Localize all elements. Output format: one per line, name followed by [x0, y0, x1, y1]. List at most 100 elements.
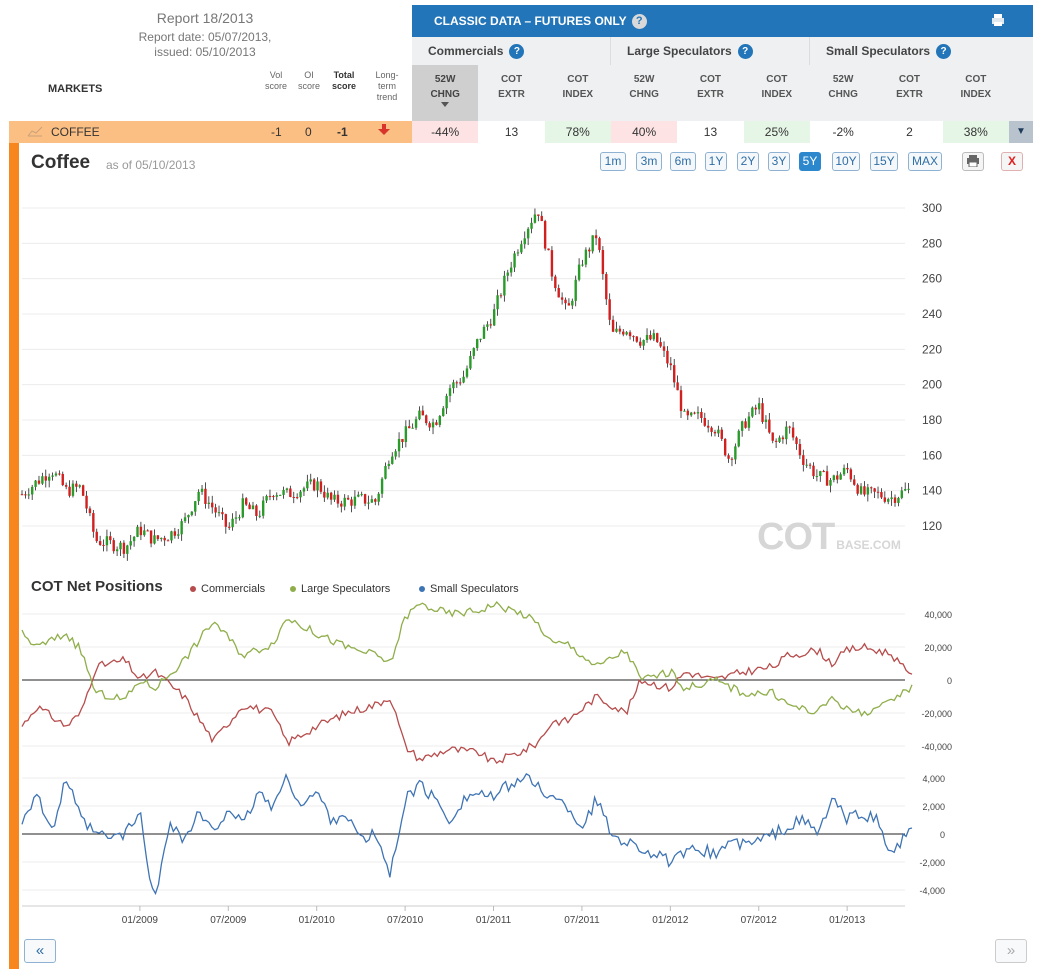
candle-body	[540, 215, 543, 222]
candle-body	[459, 382, 462, 384]
range-button-1m[interactable]: 1m	[600, 152, 626, 171]
prev-button[interactable]: «	[24, 939, 56, 963]
candle-body	[907, 488, 910, 490]
candle-body	[605, 274, 608, 300]
candle-body	[350, 499, 353, 506]
candle-body	[153, 535, 156, 544]
candle-body	[611, 319, 615, 332]
next-button[interactable]: »	[995, 939, 1027, 963]
candle-body	[635, 336, 639, 342]
candle-body	[588, 249, 591, 252]
candle-body	[683, 410, 686, 412]
range-button-3m[interactable]: 3m	[636, 152, 662, 171]
range-button-max[interactable]: MAX	[908, 152, 942, 171]
candle-body	[866, 487, 870, 495]
column-header[interactable]: 52W CHNG	[828, 74, 858, 100]
legend-large-speculators[interactable]: Large Speculators	[290, 583, 390, 595]
oi-score-header[interactable]: OI score	[297, 70, 320, 91]
x-tick-label: 01/2011	[476, 915, 512, 926]
candle-body	[183, 517, 187, 522]
candle-body	[353, 496, 357, 506]
help-icon[interactable]: ?	[936, 43, 952, 59]
table-row[interactable]: COFFEE -1 0 -1 -44% 13 78% 40% 13 25% -2% 2 38% …	[9, 121, 1033, 143]
range-button-6m[interactable]: 6m	[670, 152, 696, 171]
help-icon[interactable]: ?	[737, 43, 753, 59]
range-button-10y[interactable]: 10Y	[832, 152, 860, 171]
candle-body	[343, 497, 346, 507]
candle-body	[309, 479, 312, 482]
y-tick-label: 120	[922, 519, 942, 533]
column-header[interactable]: COT EXTR	[896, 74, 923, 100]
range-button-5y[interactable]: 5Y	[799, 152, 821, 171]
range-button-15y[interactable]: 15Y	[870, 152, 898, 171]
candle-body	[105, 536, 109, 546]
y-tick-label: 4,000	[922, 774, 945, 784]
candle-body	[323, 491, 326, 498]
candle-body	[329, 492, 333, 500]
candle-body	[367, 502, 370, 504]
table-cell: 40%	[610, 121, 678, 143]
candle-body	[377, 493, 380, 502]
candle-body	[374, 499, 377, 502]
candle-body	[421, 410, 425, 416]
column-header[interactable]: COT EXTR	[498, 74, 525, 100]
candle-body	[662, 346, 666, 351]
market-cell[interactable]: COFFEE -1 0 -1	[9, 121, 412, 143]
candle-body	[34, 480, 37, 487]
candle-body	[163, 537, 166, 541]
legend-small-speculators[interactable]: Small Speculators	[419, 583, 519, 595]
vol-score-header[interactable]: Vol score	[264, 70, 287, 91]
candle-body	[618, 328, 622, 332]
column-header[interactable]: 52W CHNG	[629, 74, 659, 100]
x-tick-label: 01/2012	[652, 915, 689, 926]
candle-body	[387, 463, 391, 466]
help-icon[interactable]: ?	[509, 43, 525, 59]
column-header[interactable]: COT INDEX	[761, 74, 793, 100]
trend-header[interactable]: Long-term trend	[375, 70, 399, 102]
candle-body	[557, 288, 560, 298]
column-header[interactable]: COT INDEX	[562, 74, 594, 100]
group-headers: Commercials? Large Speculators? Small Sp…	[412, 37, 1033, 65]
column-header[interactable]: COT EXTR	[697, 74, 724, 100]
candle-body	[391, 456, 394, 464]
column-header[interactable]: COT INDEX	[960, 74, 992, 100]
candle-body	[411, 427, 414, 429]
range-button-3y[interactable]: 3Y	[768, 152, 790, 171]
legend-commercials[interactable]: Commercials	[190, 583, 265, 595]
range-button-2y[interactable]: 2Y	[737, 152, 759, 171]
candle-body	[774, 440, 778, 442]
candle-body	[887, 499, 890, 502]
legend-dot	[419, 586, 425, 592]
candle-body	[795, 437, 798, 444]
down-arrow-icon	[378, 124, 390, 135]
y-tick-label: 300	[922, 201, 942, 215]
candle-body	[285, 488, 289, 490]
markets-header[interactable]: MARKETS	[48, 83, 103, 95]
candle-body	[686, 410, 690, 416]
expand-dropdown[interactable]: ▼	[1009, 121, 1033, 143]
candle-body	[217, 512, 221, 514]
candle-body	[302, 488, 306, 492]
range-button-1y[interactable]: 1Y	[705, 152, 727, 171]
candle-body	[717, 429, 720, 434]
candle-body	[30, 486, 34, 495]
column-header[interactable]: 52W CHNG	[412, 65, 479, 121]
candle-body	[822, 471, 825, 473]
candle-body	[92, 513, 95, 532]
help-icon[interactable]: ?	[631, 13, 647, 29]
candle-body	[194, 501, 197, 512]
x-tick-label: 01/2009	[122, 915, 159, 926]
classic-data-bar: CLASSIC DATA – FUTURES ONLY ?	[412, 5, 1033, 37]
print-icon[interactable]	[962, 152, 984, 171]
candle-body	[146, 530, 149, 532]
candle-body	[200, 488, 204, 492]
close-button[interactable]: X	[1001, 152, 1023, 171]
candle-body	[316, 481, 319, 491]
print-icon[interactable]	[991, 13, 1005, 27]
candle-body	[44, 476, 47, 481]
candle-body	[360, 494, 363, 496]
candle-body	[177, 534, 180, 536]
x-tick-label: 07/2009	[210, 915, 247, 926]
total-score-header[interactable]: Total score	[331, 70, 357, 91]
candle-body	[380, 478, 384, 494]
